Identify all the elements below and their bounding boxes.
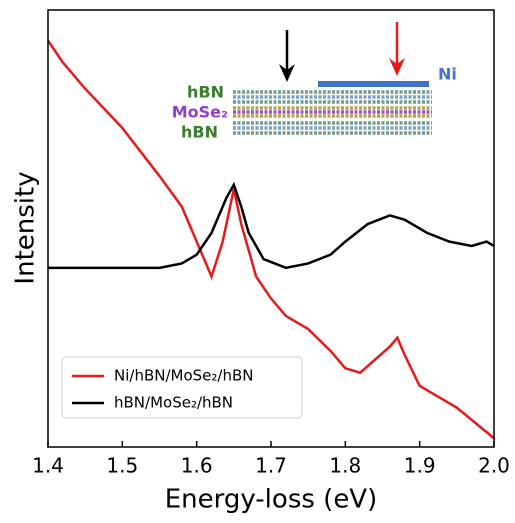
x-tick-label: 1.9: [404, 454, 436, 478]
plot-frame: [47, 9, 495, 448]
legend-label: Ni/hBN/MoSe₂/hBN: [114, 367, 253, 385]
arrow-head: [279, 64, 295, 82]
line: [48, 181, 495, 270]
inset-diagram: hBN MoSe₂ hBN Ni: [172, 22, 457, 142]
ni-layer: [318, 81, 429, 87]
x-tick-label: 1.6: [181, 454, 213, 478]
annotation: hBN: [181, 123, 218, 142]
x-tick-label: 1.5: [106, 454, 138, 478]
arrow-head: [389, 58, 405, 76]
legend-box: [61, 356, 303, 419]
annotation: Ni: [438, 65, 457, 84]
legend-label: hBN/MoSe₂/hBN: [114, 394, 233, 412]
annotation: MoSe₂: [172, 103, 228, 122]
line: [46, 39, 495, 440]
x-tick-label: 2.0: [478, 454, 510, 478]
x-tick-label: 1.4: [32, 454, 64, 478]
annotation: hBN: [187, 83, 224, 102]
x-tick-label: 1.8: [329, 454, 361, 478]
x-tick-label: 1.7: [255, 454, 287, 478]
y-axis-label: Intensity: [11, 171, 41, 284]
x-axis-label: Energy-loss (eV): [165, 485, 378, 515]
